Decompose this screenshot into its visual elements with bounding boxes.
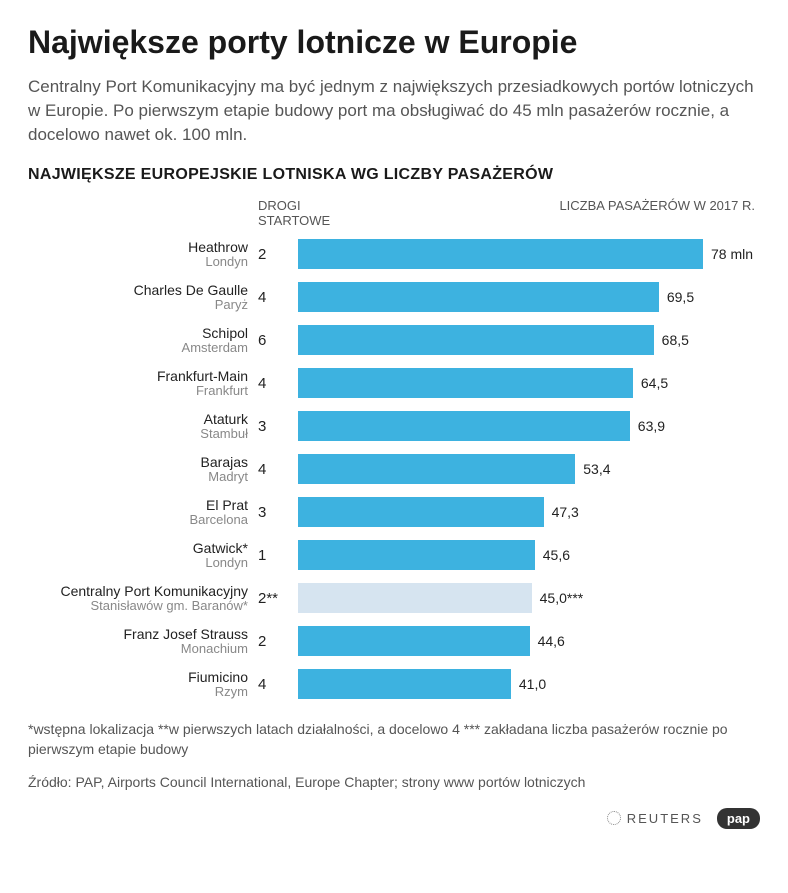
page-title: Największe porty lotnicze w Europie [28,24,760,61]
airport-name: Schipol [28,325,248,341]
airport-city: Paryż [28,298,248,313]
bar-value: 63,9 [638,418,665,434]
airport-name: El Prat [28,497,248,513]
column-headers: DROGI STARTOWE LICZBA PASAŻERÓW W 2017 R… [28,198,760,228]
bar-value: 45,6 [543,547,570,563]
chart-row: Frankfurt-MainFrankfurt 4 64,5 [28,365,760,401]
chart-row: Charles De GaulleParyż 4 69,5 [28,279,760,315]
chart-row: Centralny Port KomunikacyjnyStanisławów … [28,580,760,616]
chart-row: AtaturkStambuł 3 63,9 [28,408,760,444]
chart-row: HeathrowLondyn 2 78 mln [28,236,760,272]
airport-city: Amsterdam [28,341,248,356]
source-line: Źródło: PAP, Airports Council Internatio… [28,774,760,790]
bar-value: 69,5 [667,289,694,305]
airport-city: Stambuł [28,427,248,442]
footnotes: *wstępna lokalizacja **w pierwszych lata… [28,720,760,759]
bar-value: 45,0*** [540,590,584,606]
airport-name: Centralny Port Komunikacyjny [28,583,248,599]
airport-name: Charles De Gaulle [28,282,248,298]
bar [298,583,532,613]
runways-count: 3 [258,418,298,435]
bar-value: 41,0 [519,676,546,692]
airport-name: Franz Josef Strauss [28,626,248,642]
chart-row: Gatwick*Londyn 1 45,6 [28,537,760,573]
runways-count: 4 [258,676,298,693]
passengers-header: LICZBA PASAŻERÓW W 2017 R. [308,198,760,228]
bar-value: 68,5 [662,332,689,348]
bar [298,626,530,656]
runways-count: 4 [258,461,298,478]
airport-chart: DROGI STARTOWE LICZBA PASAŻERÓW W 2017 R… [28,198,760,702]
bar [298,669,511,699]
runways-header: DROGI STARTOWE [258,198,308,228]
page-subtitle: Centralny Port Komunikacyjny ma być jedn… [28,75,760,146]
runways-count: 2** [258,590,298,607]
runways-count: 2 [258,246,298,263]
runways-count: 6 [258,332,298,349]
bar-value: 78 mln [711,246,753,262]
airport-city: Stanisławów gm. Baranów* [28,599,248,614]
bar [298,497,544,527]
airport-name: Gatwick* [28,540,248,556]
bar-value: 44,6 [538,633,565,649]
runways-count: 4 [258,289,298,306]
chart-row: FiumicinoRzym 4 41,0 [28,666,760,702]
runways-count: 3 [258,504,298,521]
airport-city: Frankfurt [28,384,248,399]
airport-city: Madryt [28,470,248,485]
bar [298,411,630,441]
credits: REUTERS pap [28,808,760,829]
chart-row: El PratBarcelona 3 47,3 [28,494,760,530]
bar [298,282,659,312]
chart-row: Franz Josef StraussMonachium 2 44,6 [28,623,760,659]
chart-heading: NAJWIĘKSZE EUROPEJSKIE LOTNISKA WG LICZB… [28,166,760,184]
bar-value: 47,3 [552,504,579,520]
chart-row: BarajasMadryt 4 53,4 [28,451,760,487]
airport-name: Fiumicino [28,669,248,685]
airport-city: Monachium [28,642,248,657]
chart-row: SchipolAmsterdam 6 68,5 [28,322,760,358]
airport-city: Rzym [28,685,248,700]
airport-name: Heathrow [28,239,248,255]
chart-rows: HeathrowLondyn278 mlnCharles De GaullePa… [28,236,760,702]
airport-name: Frankfurt-Main [28,368,248,384]
airport-name: Ataturk [28,411,248,427]
airport-name: Barajas [28,454,248,470]
airport-city: Londyn [28,556,248,571]
runways-count: 1 [258,547,298,564]
bar [298,454,575,484]
runways-count: 4 [258,375,298,392]
bar [298,368,633,398]
bar-value: 64,5 [641,375,668,391]
bar [298,325,654,355]
reuters-credit: REUTERS [607,811,703,826]
bar [298,540,535,570]
runways-count: 2 [258,633,298,650]
airport-city: Londyn [28,255,248,270]
pap-credit: pap [717,808,760,829]
bar-value: 53,4 [583,461,610,477]
reuters-icon [607,811,621,825]
bar [298,239,703,269]
reuters-label: REUTERS [627,811,703,826]
airport-city: Barcelona [28,513,248,528]
